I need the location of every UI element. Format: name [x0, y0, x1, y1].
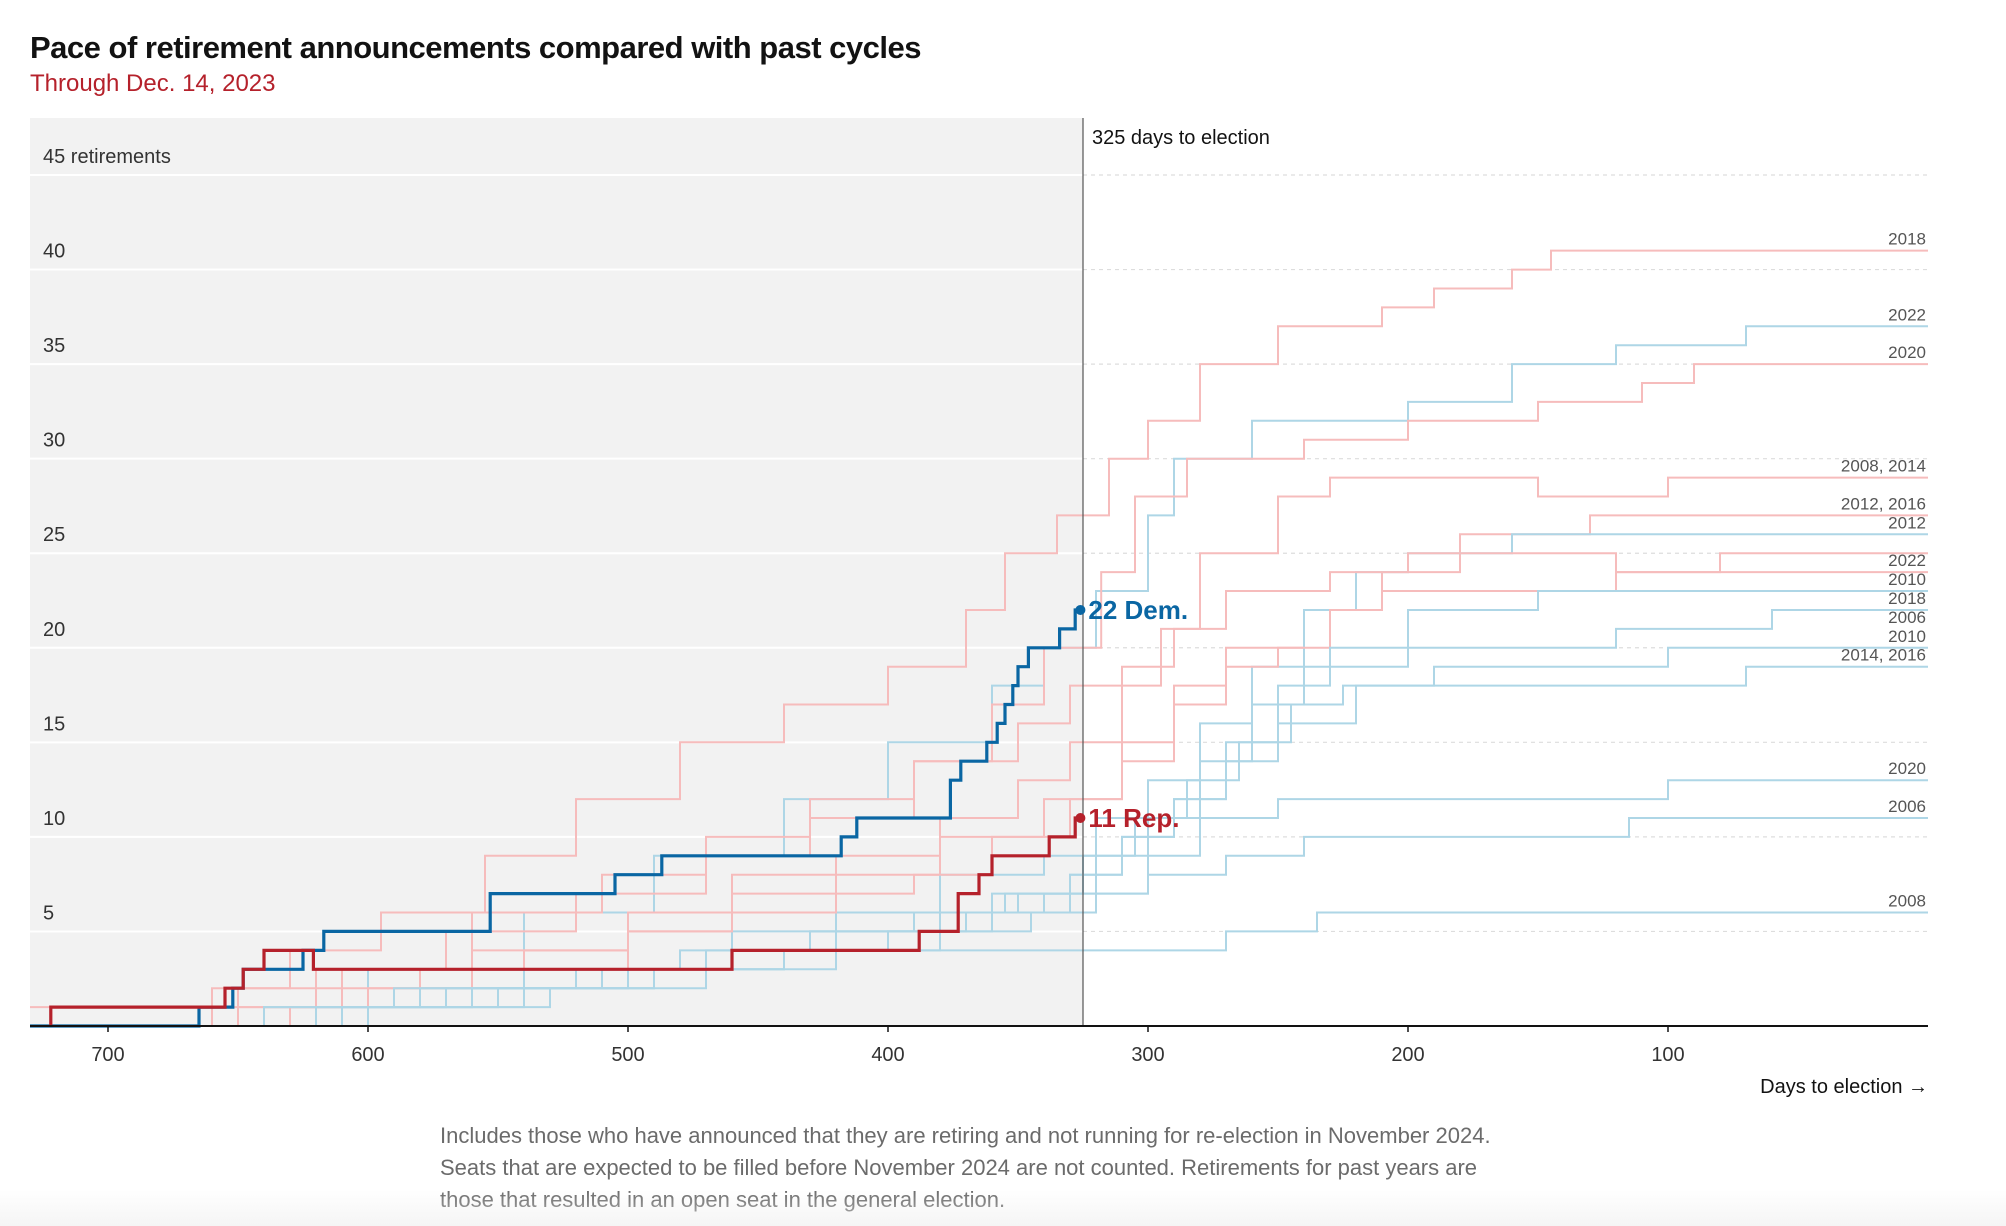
series-label-2: 2020 [1888, 343, 1926, 362]
x-tick-label-100: 100 [1651, 1044, 1684, 1066]
footnote-line-1: Includes those who have announced that t… [440, 1123, 1491, 1148]
series-label-4: 2012, 2016 [1841, 494, 1926, 513]
current-endpoint-dem [1075, 604, 1086, 615]
series-label-1: 2022 [1888, 305, 1926, 324]
series-label-9: 2006 [1888, 608, 1926, 627]
bottom-fade [0, 1190, 2006, 1226]
current-endpoint-rep [1075, 812, 1086, 823]
current-label-rep: 11 Rep. [1088, 803, 1179, 833]
x-tick-label-700: 700 [91, 1044, 124, 1066]
x-tick-label-200: 200 [1391, 1044, 1424, 1066]
y-tick-label-40: 40 [43, 241, 65, 263]
elapsed-shade [30, 118, 1083, 1026]
x-tick-label-300: 300 [1131, 1044, 1164, 1066]
y-tick-label-35: 35 [43, 335, 65, 357]
footnote-line-2: Seats that are expected to be filled bef… [440, 1155, 1478, 1180]
series-label-11: 2014, 2016 [1841, 646, 1926, 665]
series-label-3: 2008, 2014 [1841, 457, 1926, 476]
y-tick-label-45: 45 retirements [43, 146, 171, 168]
x-axis-label: Days to election → [1760, 1076, 1928, 1098]
series-label-10: 2010 [1888, 627, 1926, 646]
y-tick-label-15: 15 [43, 713, 65, 735]
current-label-dem: 22 Dem. [1088, 595, 1188, 625]
x-tick-label-500: 500 [611, 1044, 644, 1066]
series-label-7: 2010 [1888, 570, 1926, 589]
y-tick-label-20: 20 [43, 619, 65, 641]
series-line-2018-0 [30, 249, 1928, 1009]
y-tick-label-5: 5 [43, 902, 54, 924]
retirements-chart: 5 10 15 20 25 30 35 40 45 retirements 2018 2022 202… [30, 118, 1928, 1098]
series-label-5: 2012 [1888, 513, 1926, 532]
series-label-12: 2020 [1888, 759, 1926, 778]
series-label-8: 2018 [1888, 589, 1926, 608]
chart-title: Pace of retirement announcements compare… [30, 30, 921, 65]
x-tick-label-400: 400 [871, 1044, 904, 1066]
series-label-13: 2006 [1888, 797, 1926, 816]
x-tick-label-600: 600 [351, 1044, 384, 1066]
series-label-14: 2008 [1888, 892, 1926, 911]
current-line-rep [49, 816, 1081, 1026]
chart-subtitle: Through Dec. 14, 2023 [30, 70, 276, 97]
series-label-6: 2022 [1888, 551, 1926, 570]
series-line-2022-6 [30, 552, 1928, 1027]
current-line-dem [30, 608, 1081, 1028]
current-day-label: 325 days to election [1092, 127, 1270, 149]
series-label-0: 2018 [1888, 230, 1926, 249]
y-tick-label-25: 25 [43, 524, 65, 546]
series-line-2020-2 [30, 363, 1928, 1027]
y-tick-label-30: 30 [43, 430, 65, 452]
series-line-2012-5 [30, 533, 1928, 1027]
y-tick-label-10: 10 [43, 808, 65, 830]
